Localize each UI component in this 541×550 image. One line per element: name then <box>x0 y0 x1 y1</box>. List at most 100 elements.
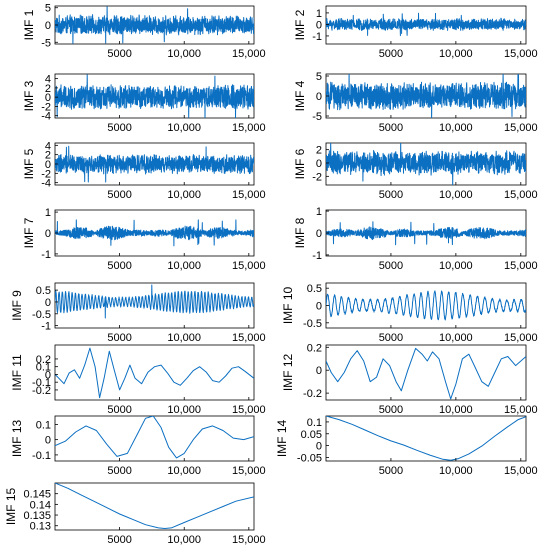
imf-series-line <box>326 221 526 246</box>
y-tick-label: -1 <box>312 31 322 43</box>
x-tick-label: 15,000 <box>232 465 266 477</box>
y-tick-label: 0.145 <box>23 489 51 501</box>
y-tick-label: -1 <box>41 249 51 261</box>
y-tick-label: 0 <box>45 92 51 104</box>
y-tick-label: 0 <box>45 159 51 171</box>
y-tick-label: 0 <box>45 228 51 240</box>
x-tick-label: 10,000 <box>439 332 473 344</box>
y-axis-label: IMF 14 <box>275 420 289 458</box>
imf-panel-6: 5000 10,000 15,000 -202 IMF 6 <box>293 142 538 201</box>
y-tick-label: -0.2 <box>303 388 322 400</box>
y-tick-label: -5 <box>312 111 322 123</box>
imf-series-line <box>55 145 254 183</box>
y-tick-label: 0 <box>316 158 322 170</box>
x-tick-label: 10,000 <box>167 122 201 134</box>
y-tick-label: -0.2 <box>32 385 51 397</box>
x-tick-label: 15,000 <box>232 534 266 546</box>
y-tick-label: 0.05 <box>301 429 322 441</box>
imf-series-line <box>55 284 254 319</box>
x-tick-label: 15,000 <box>232 122 266 134</box>
y-tick-label: 0.1 <box>36 419 51 431</box>
y-tick-label: 1 <box>316 206 322 218</box>
y-tick-label: -0.5 <box>32 309 51 321</box>
imf-series-line <box>326 416 526 461</box>
y-axis-label: IMF 1 <box>22 9 36 40</box>
x-tick-label: 5000 <box>379 122 403 134</box>
imf-series-line <box>326 74 526 118</box>
x-tick-label: 10,000 <box>167 534 201 546</box>
x-tick-label: 10,000 <box>439 404 473 416</box>
y-tick-label: -2 <box>41 101 51 113</box>
plot-frame <box>325 344 527 401</box>
y-tick-label: 4 <box>45 140 51 152</box>
x-tick-label: 5000 <box>379 189 403 201</box>
y-tick-label: -0.1 <box>32 377 51 389</box>
x-tick-label: 10,000 <box>167 465 201 477</box>
imf-panel-10: 5000 10,000 15,000 -0.5 0 0.5 IMF 10 <box>281 282 538 344</box>
x-tick-label: 10,000 <box>167 332 201 344</box>
x-tick-label: 5000 <box>107 189 131 201</box>
y-tick-label: 5 <box>316 71 322 83</box>
y-tick-label: 0 <box>45 20 51 32</box>
x-tick-label: 5000 <box>107 122 131 134</box>
y-tick-label: 2 <box>45 150 51 162</box>
x-tick-label: 10,000 <box>439 122 473 134</box>
y-tick-label: 0 <box>316 365 322 377</box>
plot-frame <box>325 415 527 462</box>
y-tick-label: 0.1 <box>36 362 51 374</box>
x-tick-label: 15,000 <box>504 189 538 201</box>
x-tick-label: 15,000 <box>504 260 538 272</box>
x-tick-label: 5000 <box>107 48 131 60</box>
y-axis-label: IMF 3 <box>22 80 36 111</box>
imf-series-line <box>55 416 254 459</box>
y-tick-label: 5 <box>45 3 51 15</box>
imf-series-line <box>326 290 526 321</box>
y-axis-label: IMF 15 <box>4 488 18 526</box>
imf-series-line <box>326 143 526 185</box>
x-tick-label: 15,000 <box>504 48 538 60</box>
imf-panel-1: 5000 10,000 15,000 -5 0 5 IMF 1 <box>22 3 266 60</box>
x-tick-label: 15,000 <box>232 404 266 416</box>
imf-panel-12: 5000 10,000 15,000 -0.2 0 0.2 IMF 12 <box>281 342 538 416</box>
x-tick-label: 5000 <box>107 332 131 344</box>
imf-series-line <box>55 483 254 529</box>
x-tick-label: 15,000 <box>504 404 538 416</box>
y-tick-label: -4 <box>41 178 51 190</box>
y-tick-label: -4 <box>41 111 51 123</box>
y-tick-label: 4 <box>45 74 51 86</box>
y-axis-label: IMF 7 <box>22 217 36 248</box>
imf-panel-4: 5000 10,000 15,000 -5 0 5 IMF 4 <box>293 71 538 134</box>
y-tick-label: 0.135 <box>23 510 51 522</box>
x-tick-label: 10,000 <box>167 260 201 272</box>
y-tick-label: -5 <box>41 37 51 49</box>
imf-series-line <box>326 347 526 400</box>
plot-frame <box>54 482 255 531</box>
x-tick-label: 5000 <box>107 404 131 416</box>
y-tick-label: -0.5 <box>303 318 322 330</box>
y-tick-label: 2 <box>316 145 322 157</box>
y-tick-label: 2 <box>45 83 51 95</box>
x-tick-label: 5000 <box>379 404 403 416</box>
x-tick-label: 5000 <box>379 465 403 477</box>
y-axis-label: IMF 13 <box>10 420 24 458</box>
x-tick-label: 10,000 <box>439 465 473 477</box>
imf-panel-13: 5000 10,000 15,000 -0.1 0 0.1 IMF 13 <box>10 415 266 477</box>
x-tick-label: 15,000 <box>504 332 538 344</box>
y-tick-label: 0 <box>45 369 51 381</box>
y-tick-label: 0.5 <box>36 285 51 297</box>
y-tick-label: 0.2 <box>307 342 322 354</box>
imf-panel-7: 5000 10,000 15,000 -1 0 1 IMF 7 <box>22 207 266 272</box>
x-tick-label: 10,000 <box>439 260 473 272</box>
x-tick-label: 5000 <box>379 48 403 60</box>
y-tick-label: -2 <box>312 171 322 183</box>
plot-frame <box>54 344 255 401</box>
x-tick-label: 5000 <box>379 332 403 344</box>
y-tick-label: 0.13 <box>30 521 51 533</box>
y-tick-label: -0.1 <box>32 450 51 462</box>
y-axis-label: IMF 4 <box>293 80 307 111</box>
y-tick-label: 0 <box>45 297 51 309</box>
x-tick-label: 5000 <box>107 534 131 546</box>
x-tick-label: 10,000 <box>167 48 201 60</box>
